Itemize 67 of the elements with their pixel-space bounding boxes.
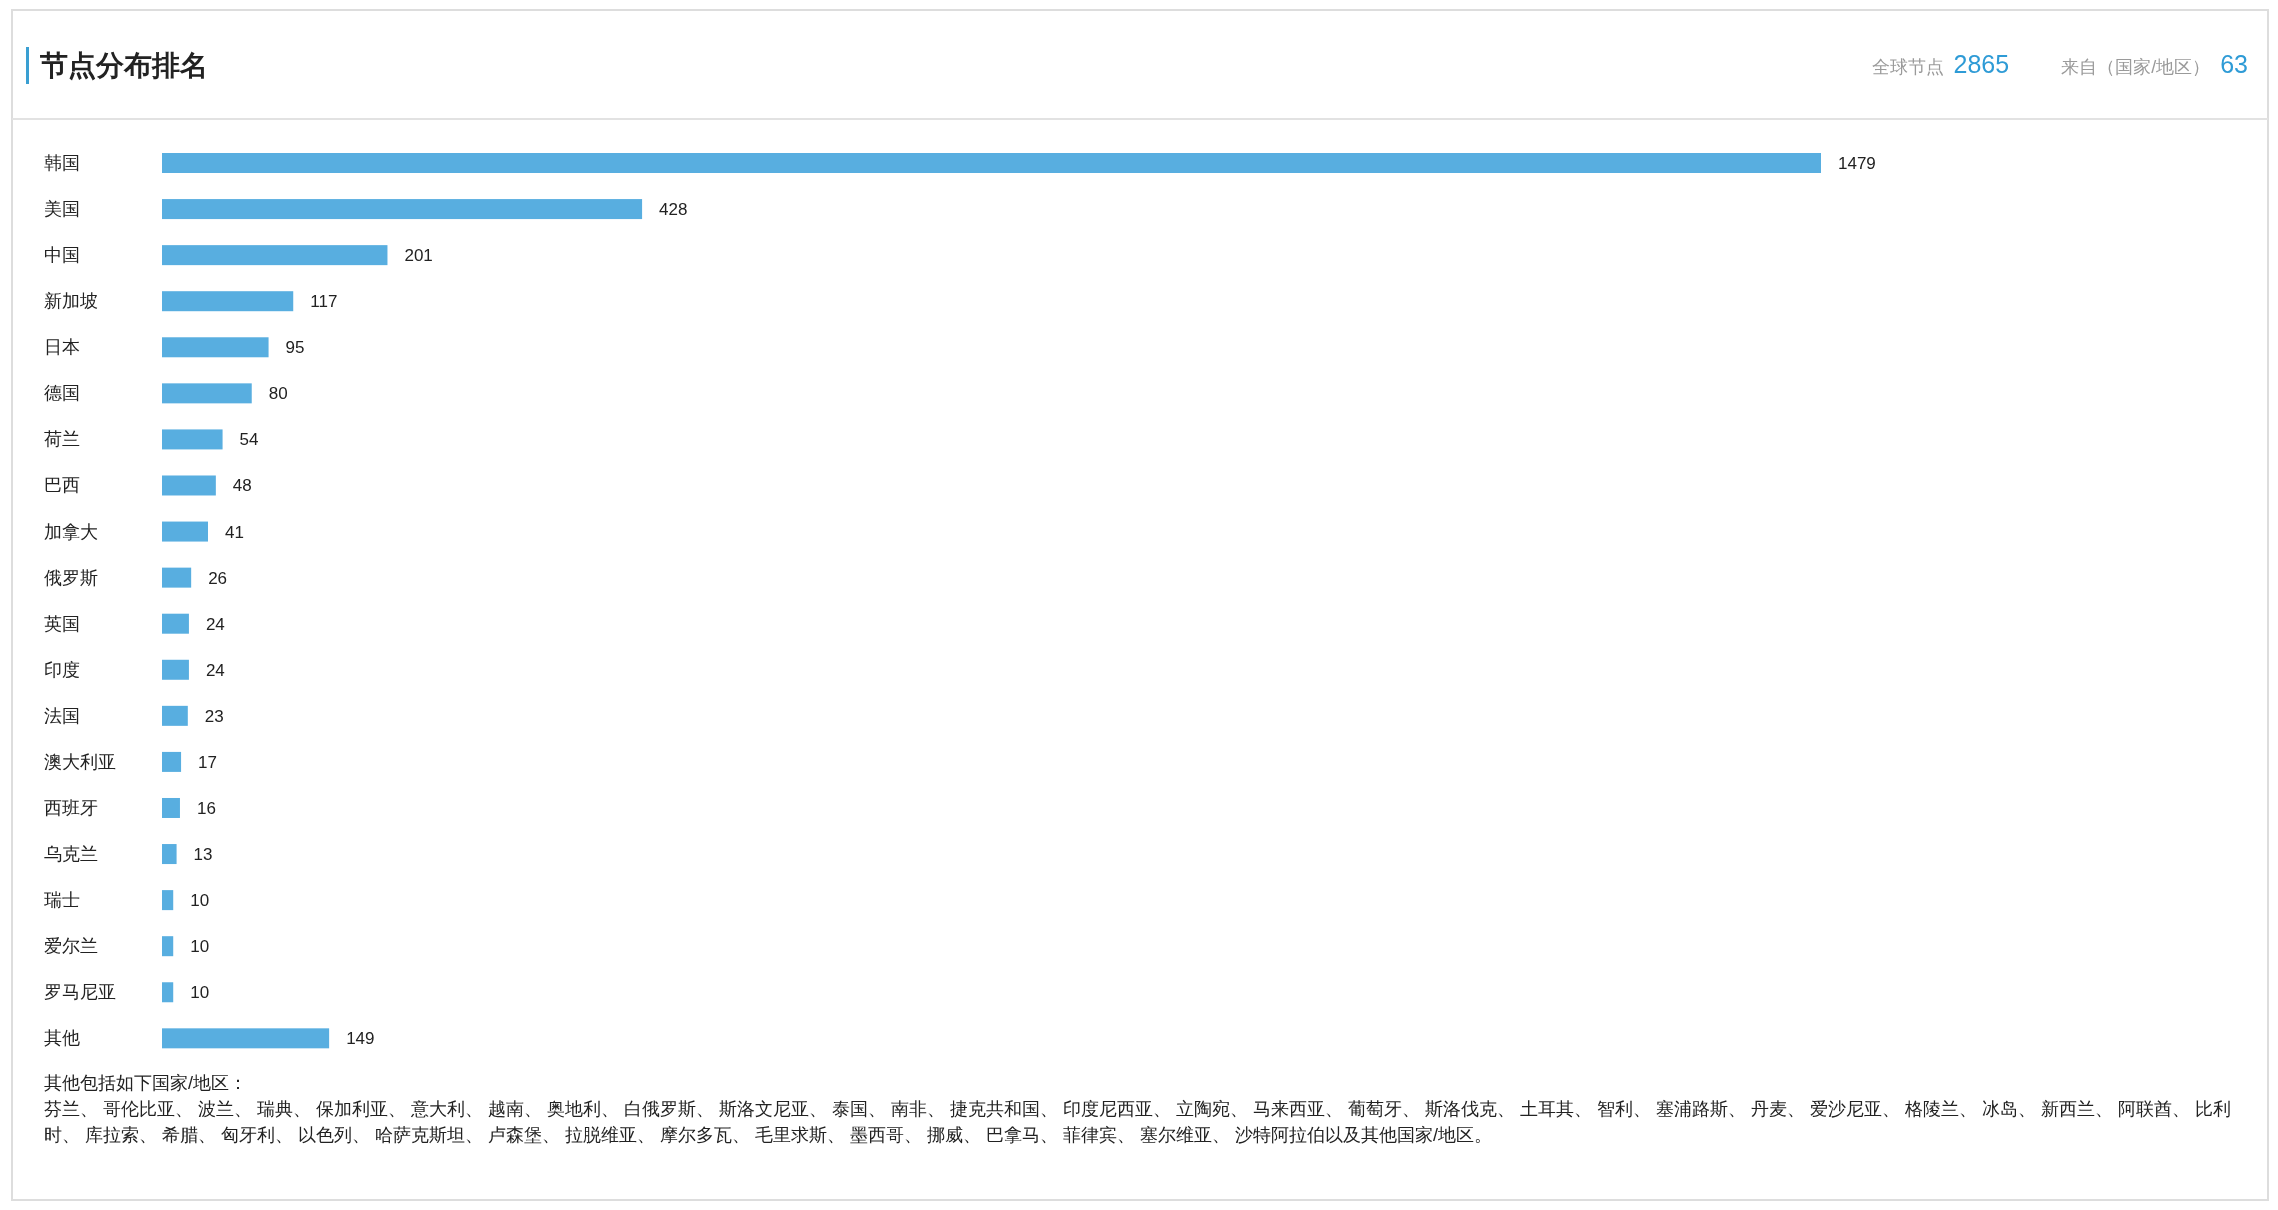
data-label: 24 (205, 660, 225, 680)
bar (162, 613, 189, 634)
y-tick-label: 印度 (44, 659, 80, 680)
data-label: 23 (204, 706, 224, 726)
bar (162, 844, 177, 865)
y-tick-label: 澳大利亚 (44, 751, 116, 772)
bar (162, 245, 388, 266)
data-label: 149 (346, 1029, 375, 1049)
text: 全球节点 (1871, 57, 1944, 77)
y-tick-label: 巴西 (44, 475, 80, 496)
data-label: 48 (232, 476, 252, 496)
text: 63 (2220, 50, 2248, 78)
bar (162, 153, 1821, 173)
bar (162, 429, 223, 450)
y-tick-label: 韩国 (44, 153, 80, 173)
data-label: 10 (190, 983, 210, 1003)
y-tick-label: 日本 (44, 337, 80, 358)
y-tick-label: 加拿大 (44, 521, 98, 542)
y-tick-label: 其他 (44, 1028, 80, 1049)
y-tick-label: 新加坡 (44, 291, 98, 312)
bar (162, 291, 294, 312)
bar (162, 659, 189, 680)
data-label: 201 (404, 246, 433, 266)
data-label: 24 (205, 614, 225, 634)
bar (162, 521, 208, 542)
text: 芬兰、 哥伦比亚、 波兰、 瑞典、 保加利亚、 意大利、 越南、 奥地利、 白俄罗斯、 斯洛文尼亚、 泰国、 南非、 捷克共和国、 印度尼西亚、 立陶宛、 马来西亚、 葡萄牙、 斯洛伐克、 土耳其、 智利、 塞浦路斯、 丹麦、 爱沙尼亚、 格陵兰、 冰岛、 新西兰、 阿联酋、 比利时、 库拉索、 希腊、 匈牙利、 以色列、 哈萨克斯坦、 卢森堡、 拉脱维亚、 摩尔多瓦、 毛里求斯、 墨西哥、 挪威、 巴拿马、 菲律宾、 塞尔维亚、 沙特阿拉伯以及其他国家/地区。 (44, 1098, 2233, 1147)
data-label: 54 (239, 430, 259, 450)
bar (162, 337, 269, 358)
data-label: 16 (196, 798, 216, 818)
y-tick-label: 爱尔兰 (44, 936, 98, 957)
data-label: 17 (198, 752, 217, 772)
data-label: 428 (659, 200, 688, 220)
text: 来自（国家/地区） (2061, 57, 2211, 77)
data-label: 117 (310, 292, 338, 312)
y-tick-label: 德国 (44, 383, 80, 404)
data-label: 95 (285, 338, 305, 358)
bar (162, 751, 182, 772)
y-tick-label: 法国 (44, 705, 80, 726)
bar (162, 705, 188, 726)
bar (162, 567, 192, 588)
y-tick-label: 英国 (44, 613, 80, 634)
y-tick-label: 罗马尼亚 (44, 982, 116, 1003)
data-label: 10 (190, 937, 210, 957)
y-tick-label: 荷兰 (44, 429, 80, 450)
bar (162, 890, 174, 911)
bar (162, 797, 180, 818)
bar (162, 475, 216, 496)
data-label: 1479 (1838, 154, 1876, 173)
y-tick-label: 中国 (44, 245, 80, 266)
data-label: 26 (208, 568, 228, 588)
data-label: 41 (224, 522, 244, 542)
chart-title: 节点分布排名 (39, 50, 208, 81)
y-tick-label: 俄罗斯 (44, 567, 98, 588)
bar (162, 936, 174, 957)
bar (162, 982, 174, 1003)
data-label: 10 (190, 891, 210, 911)
bar (162, 199, 643, 220)
data-label: 80 (268, 384, 288, 404)
y-tick-label: 美国 (44, 199, 80, 220)
text: 其他包括如下国家/地区： (44, 1072, 248, 1095)
data-label: 13 (193, 845, 213, 865)
y-tick-label: 西班牙 (44, 797, 98, 818)
y-tick-label: 瑞士 (44, 890, 80, 911)
text: 2865 (1953, 50, 2010, 78)
bar (162, 383, 252, 404)
bar (162, 1028, 330, 1049)
y-tick-label: 乌克兰 (44, 844, 98, 865)
